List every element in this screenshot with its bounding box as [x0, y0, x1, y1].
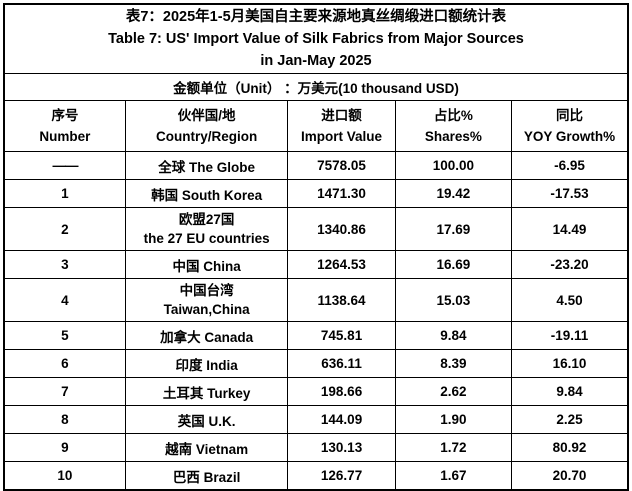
- table-title-en-line1: Table 7: US' Import Value of Silk Fabric…: [108, 31, 524, 47]
- row-import-value: 7578.05: [287, 151, 396, 180]
- table-row: 4 中国台湾 Taiwan,China 1138.64 15.03 4.50: [3, 278, 629, 322]
- row-country: 欧盟27国 the 27 EU countries: [124, 207, 289, 251]
- row-country: 巴西 Brazil: [124, 461, 289, 491]
- row-yoy: -23.20: [511, 250, 629, 279]
- row-number: 3: [3, 250, 126, 279]
- row-country: 韩国 South Korea: [124, 179, 289, 208]
- row-import-value: 1340.86: [287, 207, 396, 251]
- table-row: 10 巴西 Brazil 126.77 1.67 20.70: [3, 461, 629, 491]
- row-share: 15.03: [394, 278, 513, 322]
- row-number: 5: [3, 321, 126, 350]
- row-number: 1: [3, 179, 126, 208]
- row-import-value: 126.77: [287, 461, 396, 491]
- row-import-value: 1264.53: [287, 250, 396, 279]
- table-row: 2 欧盟27国 the 27 EU countries 1340.86 17.69…: [3, 207, 629, 251]
- row-yoy: 80.92: [511, 433, 629, 462]
- row-share: 9.84: [394, 321, 513, 350]
- row-country: 英国 U.K.: [124, 405, 289, 434]
- row-share: 100.00: [394, 151, 513, 180]
- row-number: 9: [3, 433, 126, 462]
- row-yoy: -17.53: [511, 179, 629, 208]
- row-yoy: -19.11: [511, 321, 629, 350]
- row-number: 4: [3, 278, 126, 322]
- row-import-value: 745.81: [287, 321, 396, 350]
- table-row: 3 中国 China 1264.53 16.69 -23.20: [3, 250, 629, 279]
- row-country: 越南 Vietnam: [124, 433, 289, 462]
- unit-note: 金额单位（Unit） ：万美元(10 thousand USD): [3, 73, 629, 101]
- table-row: 1 韩国 South Korea 1471.30 19.42 -17.53: [3, 179, 629, 208]
- table-row: 6 印度 India 636.11 8.39 16.10: [3, 349, 629, 378]
- row-import-value: 198.66: [287, 377, 396, 406]
- col-header-yoy: 同比 YOY Growth%: [511, 100, 629, 152]
- row-number: 10: [3, 461, 126, 491]
- table-row: —— 全球 The Globe 7578.05 100.00 -6.95: [3, 151, 629, 180]
- col-header-country: 伙伴国/地 Country/Region: [124, 100, 289, 152]
- row-import-value: 144.09: [287, 405, 396, 434]
- row-import-value: 130.13: [287, 433, 396, 462]
- row-share: 1.90: [394, 405, 513, 434]
- row-country: 全球 The Globe: [124, 151, 289, 180]
- row-country: 中国 China: [124, 250, 289, 279]
- row-number: ——: [3, 151, 126, 180]
- unit-row: 金额单位（Unit） ：万美元(10 thousand USD): [3, 73, 629, 101]
- row-yoy: 9.84: [511, 377, 629, 406]
- table-row: 8 英国 U.K. 144.09 1.90 2.25: [3, 405, 629, 434]
- col-header-number: 序号 Number: [3, 100, 126, 152]
- row-country: 印度 India: [124, 349, 289, 378]
- table-title-en-line2: in Jan-May 2025: [260, 53, 372, 69]
- row-import-value: 636.11: [287, 349, 396, 378]
- row-yoy: 16.10: [511, 349, 629, 378]
- table-title-zh: 表7：2025年1-5月美国自主要来源地真丝绸缎进口额统计表: [125, 9, 507, 25]
- row-import-value: 1471.30: [287, 179, 396, 208]
- row-number: 7: [3, 377, 126, 406]
- row-share: 2.62: [394, 377, 513, 406]
- row-country: 中国台湾 Taiwan,China: [124, 278, 289, 322]
- table-row: 5 加拿大 Canada 745.81 9.84 -19.11: [3, 321, 629, 350]
- row-number: 8: [3, 405, 126, 434]
- col-header-shares: 占比% Shares%: [394, 100, 513, 152]
- row-country: 加拿大 Canada: [124, 321, 289, 350]
- header-row: 序号 Number 伙伴国/地 Country/Region 进口额 Impor…: [3, 100, 629, 152]
- row-import-value: 1138.64: [287, 278, 396, 322]
- row-share: 1.67: [394, 461, 513, 491]
- row-number: 6: [3, 349, 126, 378]
- row-share: 17.69: [394, 207, 513, 251]
- row-share: 8.39: [394, 349, 513, 378]
- row-yoy: 14.49: [511, 207, 629, 251]
- col-header-import-value: 进口额 Import Value: [287, 100, 396, 152]
- row-share: 16.69: [394, 250, 513, 279]
- table-row: 7 土耳其 Turkey 198.66 2.62 9.84: [3, 377, 629, 406]
- row-yoy: -6.95: [511, 151, 629, 180]
- row-country: 土耳其 Turkey: [124, 377, 289, 406]
- row-yoy: 2.25: [511, 405, 629, 434]
- row-number: 2: [3, 207, 126, 251]
- row-yoy: 20.70: [511, 461, 629, 491]
- table-row: 9 越南 Vietnam 130.13 1.72 80.92: [3, 433, 629, 462]
- row-share: 19.42: [394, 179, 513, 208]
- table-title: 表7：2025年1-5月美国自主要来源地真丝绸缎进口额统计表 Table 7: …: [3, 3, 629, 74]
- row-yoy: 4.50: [511, 278, 629, 322]
- row-share: 1.72: [394, 433, 513, 462]
- title-row: 表7：2025年1-5月美国自主要来源地真丝绸缎进口额统计表 Table 7: …: [3, 3, 629, 74]
- silk-import-table: 表7：2025年1-5月美国自主要来源地真丝绸缎进口额统计表 Table 7: …: [3, 3, 629, 491]
